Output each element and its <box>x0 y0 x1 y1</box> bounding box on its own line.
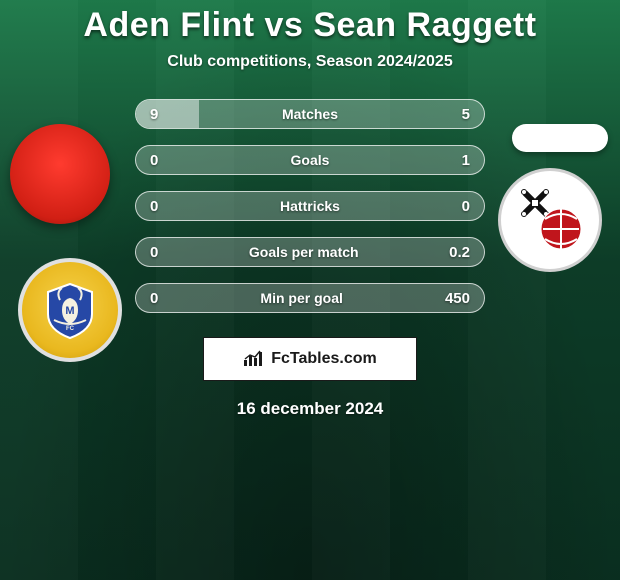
bar-chart-icon <box>243 350 265 368</box>
stat-left-value: 9 <box>150 106 158 123</box>
stat-label: Goals per match <box>249 244 359 260</box>
stat-row: 0 Min per goal 450 <box>135 283 485 313</box>
brand-badge: FcTables.com <box>203 337 417 381</box>
stat-label: Matches <box>282 106 338 122</box>
stat-right-value: 0 <box>462 198 470 215</box>
svg-text:FC: FC <box>66 326 75 332</box>
stat-label: Min per goal <box>260 290 342 306</box>
stat-label: Hattricks <box>280 198 340 214</box>
stat-left-value: 0 <box>150 244 158 261</box>
stat-row: 0 Goals per match 0.2 <box>135 237 485 267</box>
stat-left-value: 0 <box>150 290 158 307</box>
stat-right-value: 450 <box>445 290 470 307</box>
stat-label: Goals <box>291 152 330 168</box>
page-subtitle: Club competitions, Season 2024/2025 <box>0 53 620 71</box>
brand-text: FcTables.com <box>271 350 377 368</box>
player-right-avatar <box>512 124 608 152</box>
svg-text:M: M <box>65 305 74 317</box>
page-title: Aden Flint vs Sean Raggett <box>0 0 620 45</box>
stat-left-value: 0 <box>150 198 158 215</box>
stat-right-value: 0.2 <box>449 244 470 261</box>
stat-row: 0 Goals 1 <box>135 145 485 175</box>
player-left-avatar <box>10 124 110 224</box>
stat-left-value: 0 <box>150 152 158 169</box>
stats-list: 9 Matches 5 0 Goals 1 0 Hattricks 0 0 Go… <box>135 99 485 313</box>
club-left-crest: M FC <box>18 258 122 362</box>
stat-right-value: 1 <box>462 152 470 169</box>
stat-row: 9 Matches 5 <box>135 99 485 129</box>
stat-right-value: 5 <box>462 106 470 123</box>
stat-fill-left <box>136 100 199 128</box>
date-label: 16 december 2024 <box>0 399 620 419</box>
stag-shield-icon: M FC <box>40 280 100 340</box>
millers-crest-icon <box>515 185 585 255</box>
stat-row: 0 Hattricks 0 <box>135 191 485 221</box>
club-right-crest <box>498 168 602 272</box>
